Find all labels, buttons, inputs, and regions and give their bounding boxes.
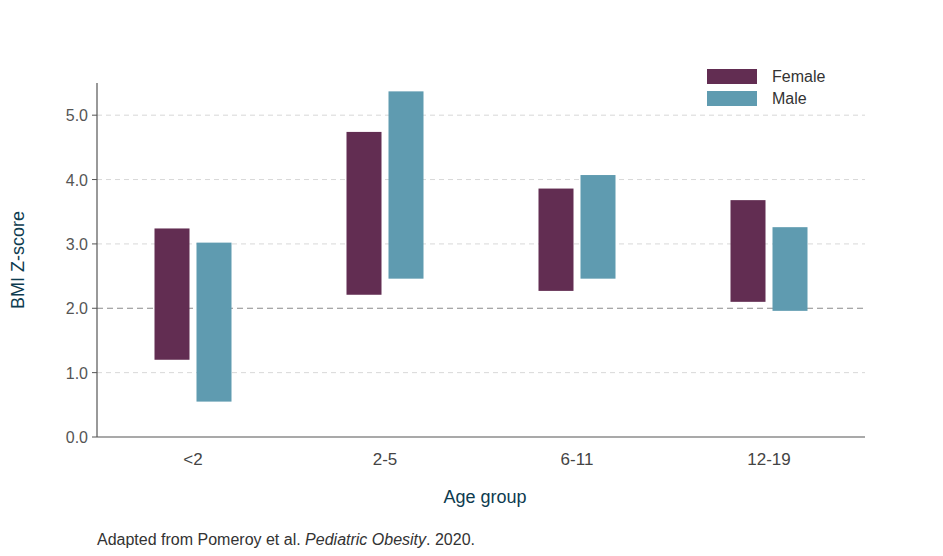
chart: 0.0 1.0 2.0 3.0 4.0 5.0 <2 2-5 6-11 12-19 Age grou… — [0, 0, 943, 556]
grid-line — [97, 115, 865, 116]
y-axis-title: BMI Z-score — [8, 211, 28, 309]
range-bar — [731, 200, 766, 302]
y-axis — [96, 83, 97, 437]
range-bar — [155, 228, 190, 359]
tick-mark — [92, 243, 97, 244]
legend-swatch — [707, 91, 757, 106]
category-label: <2 — [183, 450, 202, 469]
range-bar — [581, 175, 616, 279]
source-part: . 2020. — [426, 531, 475, 548]
tick-label: 5.0 — [66, 107, 88, 124]
source-part: Pediatric Obesity — [305, 531, 427, 548]
bars — [155, 91, 808, 401]
grid-line — [97, 179, 865, 180]
range-bar — [539, 189, 574, 291]
tick-label: 1.0 — [66, 365, 88, 382]
tick-mark — [92, 437, 97, 438]
category-label: 2-5 — [373, 450, 398, 469]
range-bar — [389, 91, 424, 278]
range-bar — [347, 132, 382, 295]
range-bar — [197, 243, 232, 402]
source-part: Adapted from Pomeroy et al. — [97, 531, 305, 548]
tick-label: 3.0 — [66, 236, 88, 253]
tick-mark — [92, 372, 97, 373]
source-note: Adapted from Pomeroy et al. Pediatric Ob… — [97, 531, 475, 548]
x-axis — [97, 436, 865, 437]
legend-label: Male — [772, 90, 807, 107]
tick-label: 4.0 — [66, 172, 88, 189]
legend-label: Female — [772, 68, 825, 85]
tick-mark — [92, 308, 97, 309]
tick-label: 2.0 — [66, 300, 88, 317]
category-label: 12-19 — [747, 450, 790, 469]
x-axis-title: Age group — [443, 487, 526, 507]
tick-label: 0.0 — [66, 429, 88, 446]
range-bar — [773, 227, 808, 311]
category-label: 6-11 — [561, 450, 594, 469]
tick-mark — [92, 115, 97, 116]
legend-swatch — [707, 69, 757, 84]
tick-mark — [92, 179, 97, 180]
